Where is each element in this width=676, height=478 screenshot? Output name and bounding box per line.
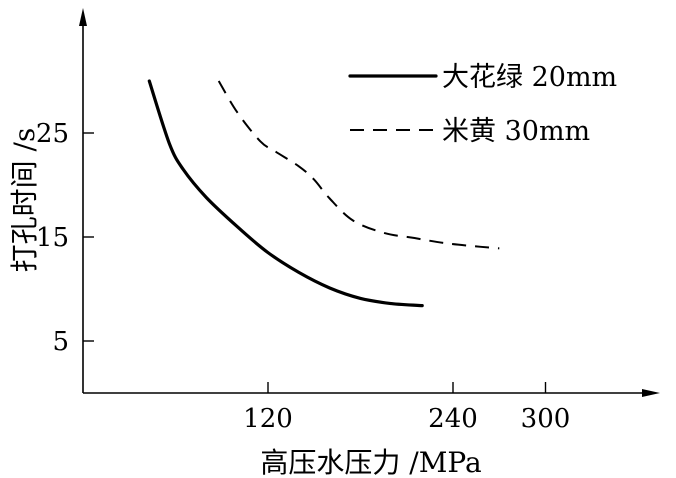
series-line-2 <box>217 80 500 250</box>
y-tick-label: 25 <box>36 119 69 149</box>
legend-label-2: 米黄 30mm <box>442 116 590 147</box>
series-layer <box>147 79 500 308</box>
x-tick-label: 300 <box>521 404 571 434</box>
y-tick-label: 15 <box>36 223 69 253</box>
y-tick-label: 5 <box>52 327 69 357</box>
x-axis-label: 高压水压力 /MPa <box>260 446 481 478</box>
x-tick-label: 120 <box>243 404 293 434</box>
x-axis-arrow <box>642 389 660 397</box>
legend: 大花绿 20mm 米黄 30mm <box>348 62 617 147</box>
series-line-1 <box>147 79 424 308</box>
y-axis-arrow <box>79 8 87 26</box>
ticks: 120 240 300 5 15 25 <box>36 119 570 434</box>
legend-label-1: 大花绿 20mm <box>442 62 617 93</box>
axes <box>79 8 660 397</box>
y-axis-label: 打孔时间 /s <box>8 128 41 273</box>
x-tick-label: 240 <box>428 404 478 434</box>
